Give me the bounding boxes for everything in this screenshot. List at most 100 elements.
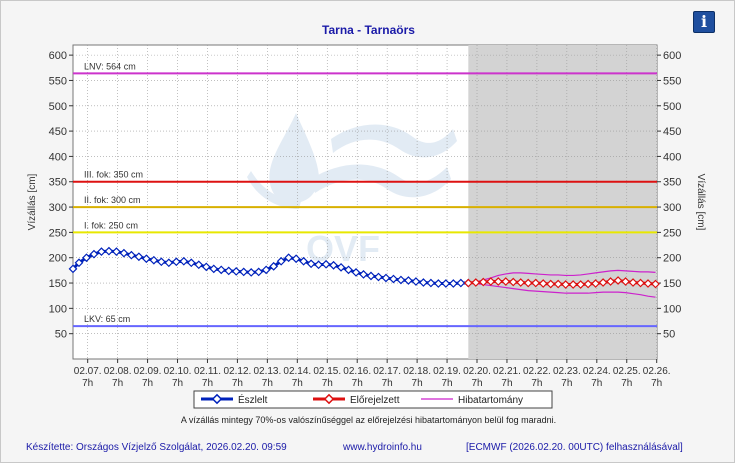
x-axis-ticks: 02.07.7h02.08.7h02.09.7h02.10.7h02.11.7h… — [74, 359, 671, 389]
x-tick-label-hour: 7h — [501, 378, 512, 389]
x-tick-label-hour: 7h — [142, 378, 153, 389]
x-tick-label-date: 02.17. — [373, 366, 401, 377]
y-tick-label-right: 200 — [663, 253, 681, 265]
x-tick-label-date: 02.07. — [74, 366, 102, 377]
y-tick-label-left: 250 — [49, 227, 67, 239]
footer-model: [ECMWF (2026.02.20. 00UTC) felhasználásá… — [466, 442, 683, 453]
legend-box — [193, 390, 553, 409]
observed-point — [261, 265, 271, 275]
x-tick-label-hour: 7h — [382, 378, 393, 389]
footer-author: Készítette: Országos Vízjelző Szolgálat,… — [26, 442, 287, 453]
legend-forecast-label: Előrejelzett — [350, 395, 400, 406]
observed-point — [306, 259, 316, 269]
y-tick-label-right: 50 — [663, 329, 675, 341]
observed-point — [321, 259, 331, 269]
forecast-point — [583, 279, 593, 289]
x-tick-label-hour: 7h — [262, 378, 273, 389]
y-tick-label-left: 200 — [49, 253, 67, 265]
y-axis-ticks: 50 50 100 100 150 150 200 200 250 250 300 300 350 350… — [49, 50, 682, 341]
x-tick-label-hour: 7h — [561, 378, 572, 389]
observed-point — [419, 278, 428, 287]
forecast-point — [546, 279, 556, 289]
x-tick-label-hour: 7h — [292, 378, 303, 389]
x-tick-label-date: 02.14. — [283, 366, 311, 377]
observed-point — [314, 260, 323, 270]
observed-point — [426, 278, 436, 288]
observed-point — [171, 257, 181, 267]
x-tick-label-hour: 7h — [441, 378, 452, 389]
x-tick-label-hour: 7h — [82, 378, 93, 389]
forecast-point — [471, 278, 481, 287]
observed-point — [112, 247, 121, 257]
forecast-point — [598, 278, 608, 287]
x-tick-label-date: 02.22. — [523, 366, 551, 377]
observed-point — [97, 247, 106, 257]
forecast-point — [553, 279, 563, 289]
legend-observed-marker — [211, 393, 223, 405]
legend-observed-label: Észlelt — [238, 393, 268, 406]
x-tick-label-hour: 7h — [232, 378, 243, 389]
y-tick-label-right: 550 — [663, 75, 681, 87]
observed-point — [104, 246, 114, 256]
x-tick-label-date: 02.09. — [134, 366, 162, 377]
error-band-upper — [468, 269, 656, 284]
x-tick-label-date: 02.24. — [583, 366, 611, 377]
forecast-point — [486, 277, 496, 286]
observed-point — [179, 256, 189, 266]
observed-point — [231, 266, 241, 276]
observed-point — [276, 256, 286, 266]
forecast-point — [478, 277, 488, 287]
observed-point — [156, 257, 166, 267]
x-tick-label-hour: 7h — [531, 378, 542, 389]
observed-point — [224, 266, 234, 276]
forecast-background — [468, 45, 657, 359]
x-tick-label-hour: 7h — [352, 378, 363, 389]
y-tick-label-left: 300 — [49, 202, 67, 214]
forecast-point — [606, 277, 615, 286]
y-tick-label-left: 450 — [49, 126, 67, 138]
info-icon[interactable]: i — [693, 11, 715, 33]
x-tick-label-date: 02.25. — [613, 366, 641, 377]
forecast-point — [493, 277, 503, 286]
observed-point — [164, 258, 174, 268]
x-tick-label-date: 02.26. — [643, 366, 671, 377]
x-tick-label-date: 02.18. — [403, 366, 431, 377]
observed-point — [246, 268, 256, 277]
y-tick-label-right: 150 — [663, 278, 681, 290]
y-tick-label-left: 600 — [49, 50, 67, 62]
y-axis-label-left: Vízállás [cm] — [27, 173, 38, 230]
forecast-point — [501, 277, 511, 286]
observed-point — [74, 258, 84, 268]
observed-point — [186, 258, 196, 268]
observed-point — [366, 271, 376, 281]
x-tick-label-hour: 7h — [112, 378, 123, 389]
y-tick-label-left: 50 — [55, 329, 67, 341]
x-tick-label-date: 02.13. — [253, 366, 281, 377]
x-tick-label-date: 02.20. — [463, 366, 491, 377]
x-tick-label-hour: 7h — [412, 378, 423, 389]
x-tick-label-date: 02.21. — [493, 366, 521, 377]
y-tick-label-right: 300 — [663, 202, 681, 214]
y-tick-label-right: 450 — [663, 126, 681, 138]
y-tick-label-right: 400 — [663, 151, 681, 163]
x-tick-label-date: 02.23. — [553, 366, 581, 377]
observed-point — [68, 264, 78, 274]
y-tick-label-right: 600 — [663, 50, 681, 62]
observed-point — [433, 279, 443, 288]
forecast-point — [523, 278, 533, 288]
observed-point — [396, 275, 406, 285]
y-tick-label-right: 500 — [663, 101, 681, 113]
reference-line-label: I. fok: 250 cm — [84, 220, 138, 230]
reference-line-label: LNV: 564 cm — [84, 61, 136, 71]
observed-point — [194, 260, 204, 270]
footer-website[interactable]: www.hydroinfo.hu — [343, 442, 422, 453]
series-group — [68, 246, 660, 298]
x-tick-label-date: 02.10. — [164, 366, 192, 377]
x-tick-label-hour: 7h — [322, 378, 333, 389]
x-tick-label-hour: 7h — [591, 378, 602, 389]
observed-point — [359, 270, 368, 279]
forecast-note: A vízállás mintegy 70%-os valószínűségge… — [180, 415, 557, 425]
forecast-point — [651, 279, 660, 289]
observed-point — [448, 279, 458, 288]
